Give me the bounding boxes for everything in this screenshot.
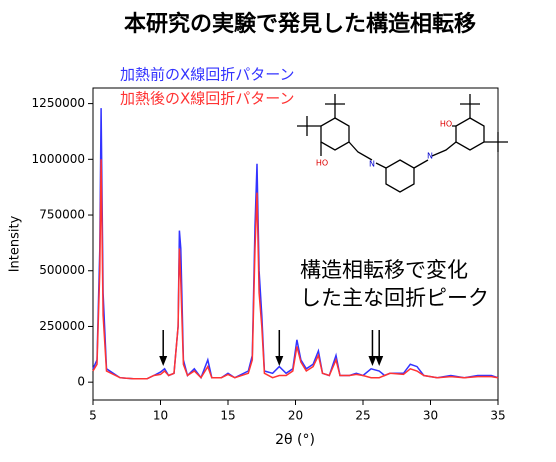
annotation: 構造相転移で変化	[300, 258, 468, 282]
x-tick-label: 5	[89, 409, 97, 423]
legend-entry: 加熱前のX線回折パターン	[120, 66, 295, 84]
x-axis-label: 2θ (°)	[275, 432, 315, 448]
x-tick-label: 20	[288, 409, 303, 423]
atom-label: HO	[440, 120, 452, 129]
x-tick-label: 25	[355, 409, 370, 423]
y-tick-label: 1000000	[32, 152, 85, 166]
atom-label: HO	[316, 159, 328, 168]
legend-entry: 加熱後のX線回折パターン	[120, 90, 295, 108]
y-axis-label: Intensity	[8, 215, 23, 272]
arrow-head	[275, 356, 284, 366]
ring	[455, 117, 485, 151]
atom-label: N	[369, 160, 375, 169]
x-tick-label: 30	[423, 409, 438, 423]
x-tick-label: 15	[220, 409, 235, 423]
bonds	[297, 94, 508, 169]
data-line	[92, 108, 499, 380]
molecule	[297, 94, 508, 193]
y-tick-label: 750000	[39, 208, 85, 222]
annotation: した主な回折ピーク	[300, 286, 489, 310]
arrow-head	[368, 356, 377, 366]
ring	[385, 159, 415, 193]
x-tick-label: 10	[153, 409, 168, 423]
y-tick-label: 500000	[39, 263, 85, 277]
y-tick-label: 0	[77, 375, 85, 389]
x-tick-label: 35	[490, 409, 505, 423]
atom-label: N	[427, 152, 433, 161]
chart-title: 本研究の実験で発見した構造相転移	[124, 11, 476, 37]
arrow-head	[159, 356, 168, 366]
arrow-head	[375, 356, 384, 366]
y-tick-label: 1250000	[32, 96, 85, 110]
data-line	[92, 159, 499, 380]
y-tick-label: 250000	[39, 319, 85, 333]
ring	[320, 117, 350, 151]
